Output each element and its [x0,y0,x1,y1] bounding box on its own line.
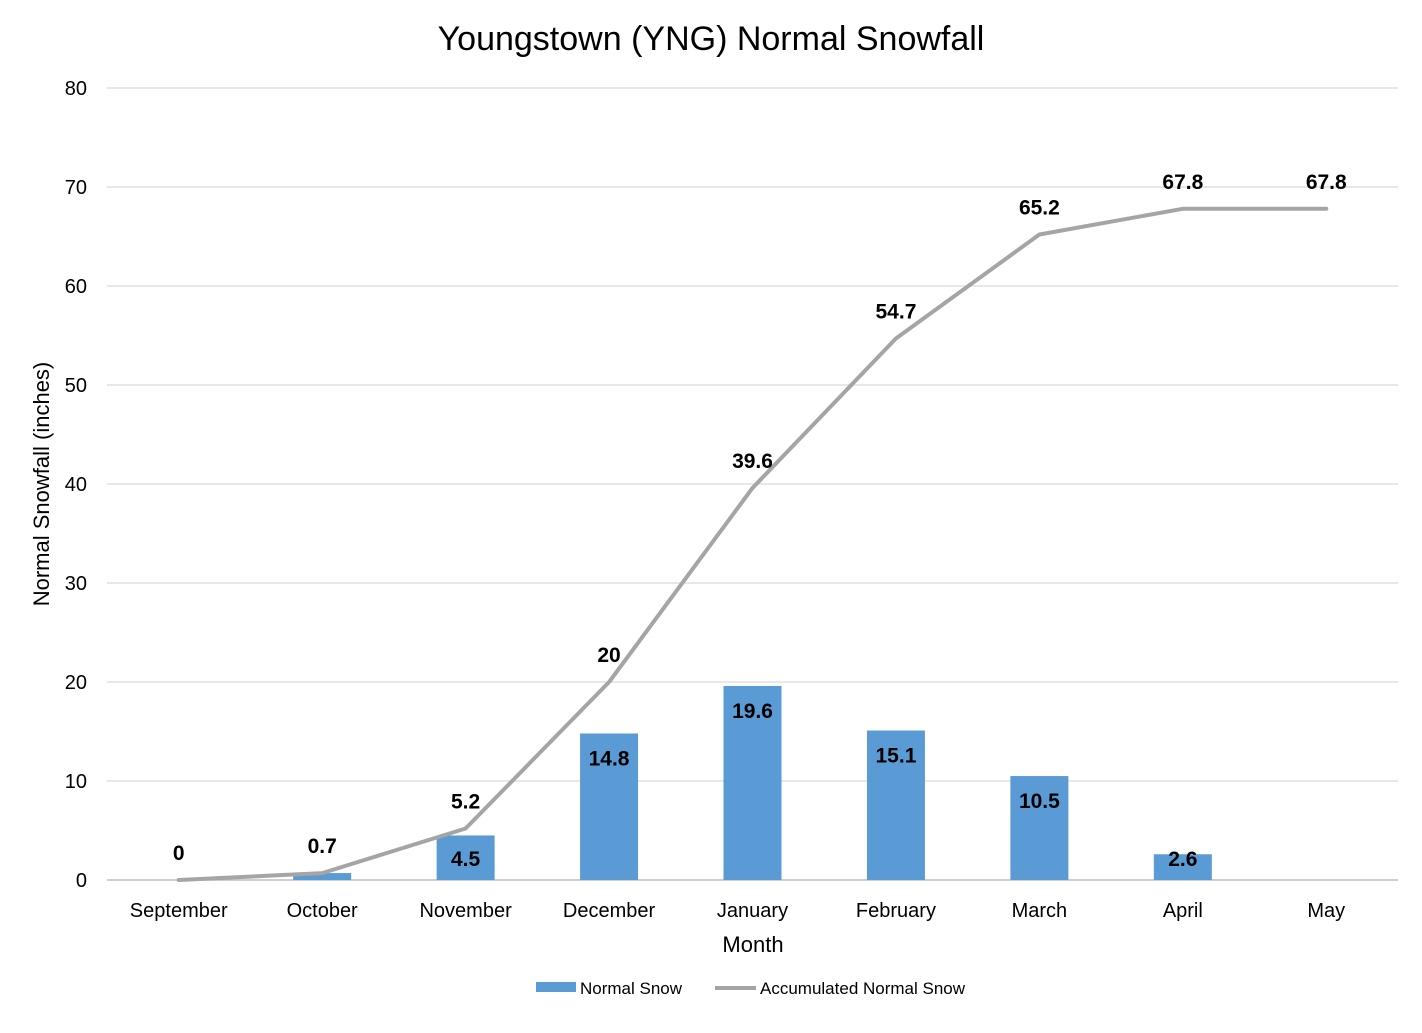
undefined [580,733,639,880]
bar-data-label: 2.6 [1168,848,1197,871]
legend: Normal Snow Accumulated Normal Snow [536,979,966,998]
line-data-label: 0.7 [308,835,337,858]
gridlines [107,87,1398,881]
line-data-label: 0 [173,842,185,865]
line-data-label: 67.8 [1306,171,1347,194]
x-tick-label: March [1012,900,1068,922]
y-tick-label: 60 [65,276,87,298]
y-tick-label: 30 [65,573,87,595]
y-axis-title: Normal Snowfall (inches) [29,362,54,607]
x-tick-label: May [1307,900,1345,922]
bar-data-label: 15.1 [876,745,917,768]
line-data-label: 20 [597,644,620,667]
bar-data-label: 14.8 [589,747,630,770]
x-tick-label: February [856,900,936,922]
undefined [1010,776,1069,880]
undefined [293,873,352,880]
x-tick-label: October [287,900,358,922]
undefined [723,685,782,880]
undefined [1153,854,1212,880]
bar-series [293,685,1212,880]
line-data-label: 65.2 [1019,197,1060,220]
x-tick-label: January [717,900,788,922]
bar-data-label: 10.5 [1019,790,1060,813]
x-axis-ticks: September October November December January F… [130,900,1345,922]
y-tick-label: 80 [65,78,87,100]
y-axis-ticks: 0 10 20 30 40 50 60 70 80 [65,78,87,892]
legend-swatch-bar [536,982,576,992]
y-tick-label: 0 [76,870,87,892]
x-tick-label: November [419,900,512,922]
y-tick-label: 10 [65,771,87,793]
undefined [866,730,925,880]
y-tick-label: 20 [65,672,87,694]
data-labels: 4.5 14.8 19.6 15.1 10.5 2.6 0 0.7 5.2 20 39.6 54.7 6… [173,171,1347,871]
line-data-label: 67.8 [1162,171,1203,194]
y-tick-label: 50 [65,375,87,397]
bar-data-label: 4.5 [451,848,481,871]
undefined [436,835,495,880]
legend-label-bar: Normal Snow [580,979,683,998]
x-axis-title: Month [722,932,783,957]
legend-label-line: Accumulated Normal Snow [760,979,966,998]
y-tick-label: 40 [65,474,87,496]
line-data-label: 39.6 [732,450,773,473]
line-data-label: 5.2 [451,791,480,814]
bar-data-label: 19.6 [732,700,773,723]
line-series [176,206,1329,882]
chart-title: Youngstown (YNG) Normal Snowfall [438,20,985,58]
y-tick-label: 70 [65,177,87,199]
line-data-label: 54.7 [876,300,917,323]
x-tick-label: September [130,900,228,922]
x-tick-label: December [563,900,656,922]
x-tick-label: April [1163,900,1203,922]
